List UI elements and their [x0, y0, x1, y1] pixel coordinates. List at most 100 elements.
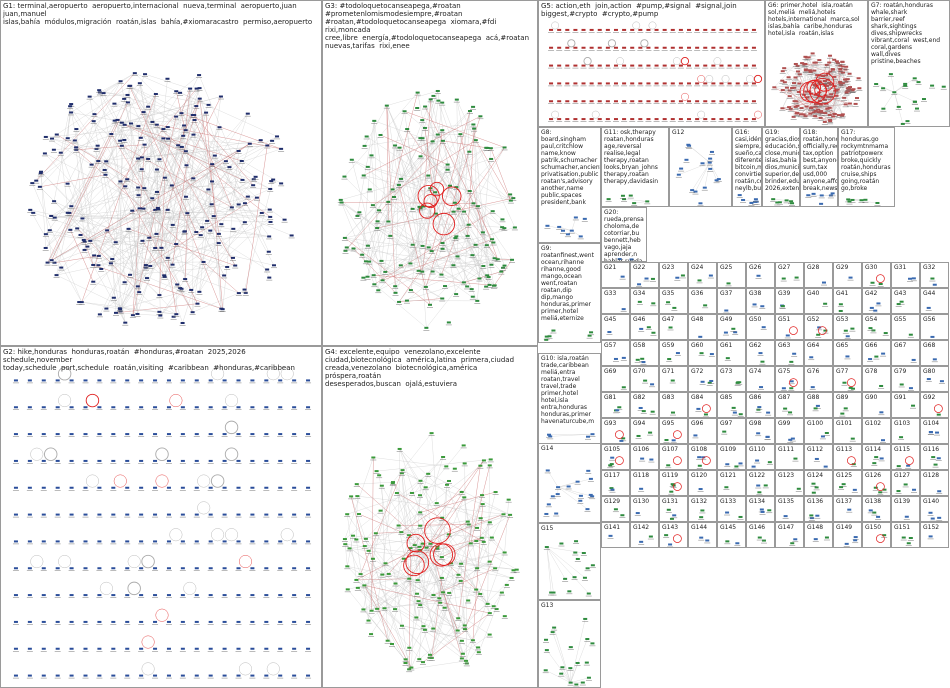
- self-loop: [876, 274, 885, 283]
- node: [80, 217, 85, 220]
- node: [41, 674, 46, 677]
- node: [119, 121, 124, 124]
- node: [489, 238, 494, 241]
- network-graph: [900, 536, 914, 546]
- group-panel-g86: G86: [746, 392, 775, 418]
- node: [818, 116, 823, 119]
- node: [208, 513, 213, 516]
- edge: [450, 552, 505, 564]
- node: [727, 100, 732, 103]
- node: [111, 513, 116, 516]
- node: [139, 620, 144, 623]
- node: [292, 486, 297, 489]
- node: [465, 234, 470, 237]
- node: [725, 540, 730, 543]
- network-graph: [636, 300, 657, 307]
- node: [638, 46, 643, 49]
- edge: [830, 115, 843, 122]
- self-loop: [697, 110, 706, 119]
- node: [815, 404, 820, 407]
- network-graph: [756, 536, 767, 544]
- node: [743, 46, 748, 49]
- edge: [341, 202, 472, 290]
- edge: [385, 563, 440, 599]
- node: [502, 146, 507, 149]
- node: [827, 106, 832, 109]
- edge: [105, 85, 131, 175]
- node: [630, 64, 635, 67]
- edge: [386, 90, 438, 106]
- node: [180, 540, 185, 543]
- edge: [45, 125, 185, 249]
- node: [465, 520, 470, 523]
- group-label: G34: [633, 290, 646, 297]
- group-label: G147: [778, 524, 795, 531]
- edge: [463, 235, 468, 283]
- node: [166, 513, 171, 516]
- edge: [453, 235, 468, 266]
- node: [118, 180, 123, 183]
- node: [499, 270, 504, 273]
- edge: [364, 585, 412, 668]
- node: [839, 486, 844, 489]
- node: [389, 642, 394, 645]
- node: [654, 46, 659, 49]
- node: [699, 352, 704, 355]
- node: [409, 491, 414, 494]
- self-loop: [876, 482, 885, 491]
- node: [118, 310, 123, 313]
- node: [819, 74, 824, 77]
- node: [89, 163, 94, 166]
- edge: [795, 63, 812, 94]
- network-graph: [730, 406, 744, 417]
- node: [222, 406, 227, 409]
- node: [97, 459, 102, 462]
- node: [174, 243, 179, 246]
- edge: [890, 74, 895, 93]
- node: [250, 620, 255, 623]
- node: [613, 82, 618, 85]
- node: [809, 514, 814, 517]
- group-label: G33: [604, 290, 617, 297]
- node: [916, 81, 921, 84]
- node: [13, 406, 18, 409]
- group-panel-g76: G76: [804, 366, 833, 392]
- edge: [54, 138, 164, 263]
- node: [415, 91, 420, 94]
- group-panel-g99: G99: [775, 418, 804, 444]
- node: [83, 433, 88, 436]
- node: [148, 264, 153, 267]
- node: [471, 105, 476, 108]
- node: [799, 107, 804, 110]
- node: [813, 115, 818, 118]
- group-label: G95: [662, 420, 675, 427]
- node: [470, 639, 475, 642]
- edge: [357, 587, 403, 626]
- node: [37, 185, 42, 188]
- node: [544, 649, 549, 652]
- node: [469, 288, 474, 291]
- node: [452, 201, 457, 204]
- node: [732, 411, 737, 414]
- node: [30, 182, 35, 185]
- node: [423, 486, 428, 489]
- node: [165, 208, 170, 211]
- node: [481, 459, 486, 462]
- node: [816, 108, 821, 111]
- node: [852, 488, 857, 491]
- node: [808, 70, 813, 73]
- edge: [405, 504, 483, 664]
- node: [573, 28, 578, 31]
- node: [174, 115, 179, 118]
- node: [34, 179, 39, 182]
- edge: [67, 81, 121, 184]
- network-graph: [895, 456, 914, 469]
- node: [139, 567, 144, 570]
- network-graph: [810, 482, 820, 495]
- edge: [373, 457, 447, 467]
- node: [735, 64, 740, 67]
- node: [695, 118, 700, 121]
- self-loop: [672, 57, 681, 65]
- edge: [344, 457, 374, 540]
